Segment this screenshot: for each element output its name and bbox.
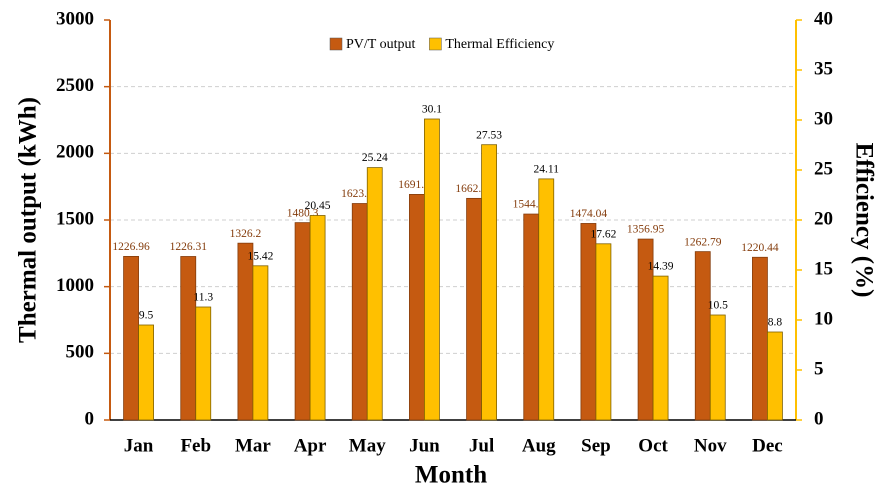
bar	[752, 256, 768, 421]
bar	[351, 203, 368, 421]
data-label: 20.45	[305, 200, 331, 212]
y2-axis-title: Efficiency (%)	[850, 143, 877, 298]
data-label: 1356.95	[627, 224, 665, 236]
legend-swatch	[329, 37, 343, 51]
y2-tick-label: 15	[814, 258, 833, 279]
x-tick-label: Jul	[469, 435, 494, 456]
y2-tick-label: 10	[814, 308, 833, 329]
data-label: 25.24	[362, 152, 388, 164]
y-axis-title: Thermal output (kWh)	[15, 97, 42, 343]
data-label: 8.8	[768, 317, 783, 329]
data-label: 27.53	[476, 129, 502, 141]
x-tick-label: Apr	[294, 435, 327, 456]
bar	[580, 223, 597, 421]
data-label: 1226.31	[170, 241, 208, 253]
bar	[252, 265, 269, 421]
bar	[309, 215, 326, 421]
x-tick-label: Dec	[752, 435, 783, 456]
bar	[595, 243, 612, 421]
y-tick-label: 1000	[56, 275, 94, 296]
bar	[237, 242, 254, 421]
data-label: 1220.44	[741, 242, 779, 254]
data-label: 9.5	[139, 310, 154, 322]
x-tick-label: Mar	[235, 435, 271, 456]
y-tick-label: 0	[85, 408, 95, 429]
bar	[409, 194, 425, 421]
y-tick-label: 2500	[56, 75, 94, 96]
y2-tick-label: 30	[814, 108, 833, 129]
bar	[138, 324, 154, 421]
legend-label: Thermal Efficiency	[445, 37, 554, 52]
y-tick-label: 1500	[56, 208, 94, 229]
legend-swatch	[429, 37, 442, 51]
bar	[709, 314, 726, 421]
bar	[694, 251, 711, 421]
bar	[123, 256, 139, 421]
data-label: 11.3	[193, 292, 213, 304]
bar	[538, 178, 555, 421]
bar	[366, 167, 383, 421]
x-tick-label: Jan	[124, 435, 154, 456]
x-axis-title: Month	[415, 462, 487, 489]
bar	[294, 222, 311, 421]
y2-tick-label: 20	[814, 208, 833, 229]
y2-tick-label: 0	[814, 408, 824, 429]
x-tick-label: Oct	[638, 435, 668, 456]
bar	[466, 197, 482, 421]
x-tick-label: May	[349, 435, 386, 456]
y2-tick-label: 40	[814, 8, 833, 29]
y-tick-label: 500	[66, 342, 95, 363]
data-label: 30.1	[422, 104, 442, 116]
x-tick-label: Sep	[581, 435, 611, 456]
bar	[523, 213, 540, 421]
data-label: 14.39	[648, 261, 674, 273]
y2-tick-label: 25	[814, 158, 833, 179]
x-tick-label: Feb	[180, 435, 211, 456]
bar	[652, 275, 669, 421]
data-label: 1326.2	[230, 228, 262, 240]
bar	[180, 256, 197, 421]
data-label: 24.11	[534, 164, 560, 176]
data-label: 10.5	[708, 300, 728, 312]
bar	[424, 118, 440, 421]
data-label: 1474.04	[570, 208, 608, 220]
y-tick-label: 2000	[56, 142, 94, 163]
y2-tick-label: 35	[814, 58, 833, 79]
x-tick-label: Jun	[409, 435, 440, 456]
data-label: 15.42	[247, 250, 273, 262]
data-label: 1262.79	[684, 236, 722, 248]
bar	[481, 144, 497, 421]
x-tick-label: Nov	[694, 435, 727, 456]
y2-tick-label: 5	[814, 358, 824, 379]
bar	[195, 306, 212, 421]
data-label: 17.62	[590, 228, 616, 240]
data-label: 1226.96	[112, 241, 150, 253]
bar	[767, 331, 783, 421]
y-tick-label: 3000	[56, 8, 94, 29]
legend-label: PV/T output	[346, 37, 415, 52]
x-tick-label: Aug	[522, 435, 556, 456]
